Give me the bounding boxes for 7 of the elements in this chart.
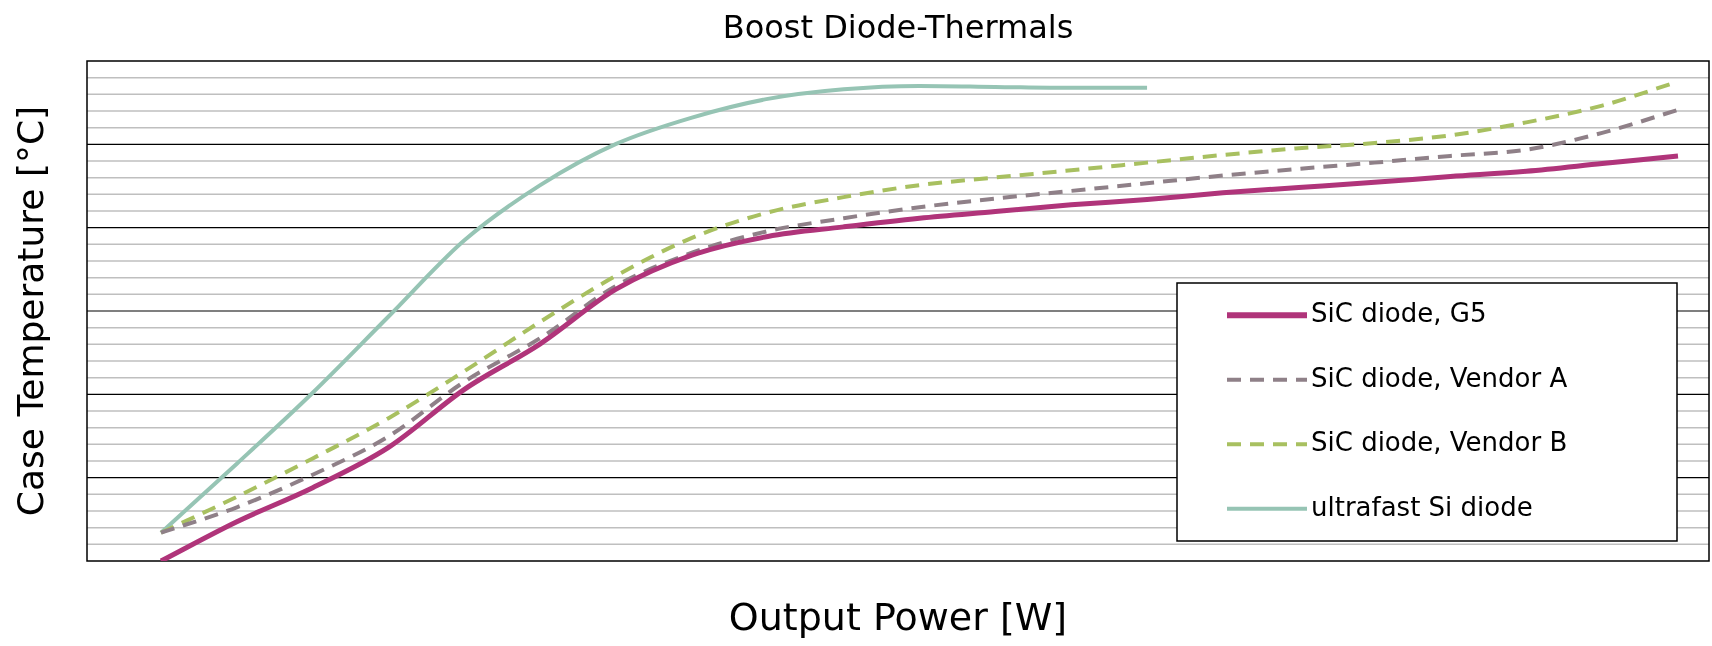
legend-label: SiC diode, G5 [1311, 298, 1487, 328]
legend-label: SiC diode, Vendor A [1311, 362, 1568, 393]
x-axis-title: Output Power [W] [728, 594, 1068, 639]
legend-label: ultrafast Si diode [1311, 491, 1533, 522]
chart-title: Boost Diode-Thermals [722, 8, 1074, 47]
legend-label: SiC diode, Vendor B [1311, 427, 1568, 457]
y-axis-title: Case Temperature [°C] [10, 105, 52, 517]
